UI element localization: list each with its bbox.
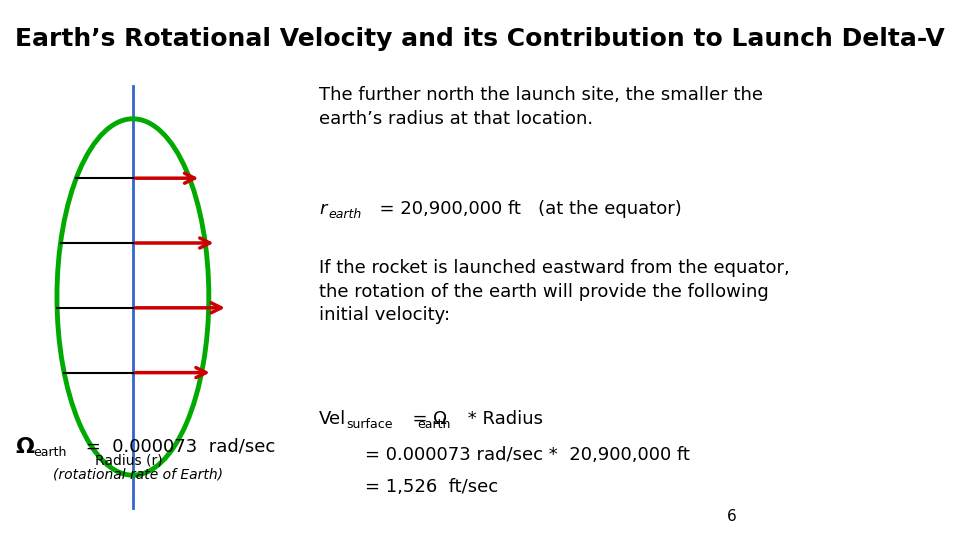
Text: * Radius: * Radius (462, 410, 542, 428)
Text: 6: 6 (727, 509, 736, 524)
Text: = 0.000073 rad/sec *  20,900,000 ft: = 0.000073 rad/sec * 20,900,000 ft (319, 446, 690, 463)
Text: Ω: Ω (15, 437, 35, 457)
Text: surface: surface (347, 418, 393, 431)
Text: Radius (r): Radius (r) (95, 454, 163, 468)
Text: Earth’s Rotational Velocity and its Contribution to Launch Delta-V: Earth’s Rotational Velocity and its Cont… (15, 27, 945, 51)
Text: =  0.000073  rad/sec: = 0.000073 rad/sec (80, 437, 275, 455)
Text: The further north the launch site, the smaller the
earth’s radius at that locati: The further north the launch site, the s… (319, 86, 763, 128)
Text: = 20,900,000 ft   (at the equator): = 20,900,000 ft (at the equator) (369, 200, 682, 218)
Text: earth: earth (34, 446, 67, 458)
Text: earth: earth (328, 208, 361, 221)
Text: r: r (319, 200, 326, 218)
Text: Vel: Vel (319, 410, 347, 428)
Text: If the rocket is launched eastward from the equator,
the rotation of the earth w: If the rocket is launched eastward from … (319, 259, 790, 325)
Text: = Ω: = Ω (401, 410, 446, 428)
Text: (rotational rate of Earth): (rotational rate of Earth) (53, 467, 223, 481)
Text: earth: earth (418, 418, 451, 431)
Text: = 1,526  ft/sec: = 1,526 ft/sec (319, 478, 498, 496)
